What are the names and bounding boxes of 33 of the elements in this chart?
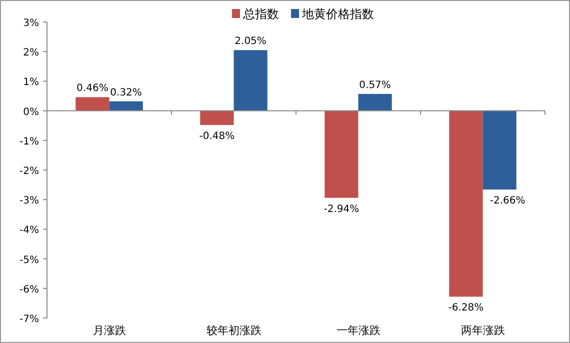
bar xyxy=(234,50,268,111)
data-label: 0.57% xyxy=(359,80,391,91)
bar xyxy=(76,97,110,111)
y-tick-label: -3% xyxy=(20,196,39,207)
y-tick-label: 2% xyxy=(23,48,39,59)
x-tick-label: 月涨跌 xyxy=(92,324,126,337)
y-tick-label: -1% xyxy=(20,136,39,148)
data-label: 0.32% xyxy=(110,87,142,98)
bar xyxy=(449,110,483,297)
data-label: -0.48% xyxy=(199,131,235,142)
data-label: 0.46% xyxy=(76,83,108,94)
y-tick-label: -4% xyxy=(20,225,39,236)
legend-label: 地黄价格指数 xyxy=(301,7,374,21)
x-tick-label: 较年初涨跌 xyxy=(206,324,262,337)
bar xyxy=(482,110,516,190)
x-tick-label: 两年涨跌 xyxy=(460,324,505,337)
y-tick-label: 3% xyxy=(23,18,39,29)
y-tick-label: 1% xyxy=(23,77,39,88)
x-tick-label: 一年涨跌 xyxy=(336,324,380,337)
data-label: -6.28% xyxy=(448,302,484,314)
bar xyxy=(324,110,358,198)
y-tick-label: 0% xyxy=(23,106,39,118)
bar xyxy=(358,94,392,111)
data-label: -2.66% xyxy=(490,196,526,207)
legend-label: 总指数 xyxy=(242,7,279,21)
data-label: 2.05% xyxy=(234,36,266,48)
bar xyxy=(200,110,234,126)
y-tick-label: -2% xyxy=(20,166,39,177)
bar xyxy=(109,101,143,111)
y-tick-label: -5% xyxy=(20,254,39,266)
data-label: -2.94% xyxy=(324,204,360,215)
y-tick-label: -7% xyxy=(20,314,39,325)
y-tick-label: -6% xyxy=(20,284,39,296)
